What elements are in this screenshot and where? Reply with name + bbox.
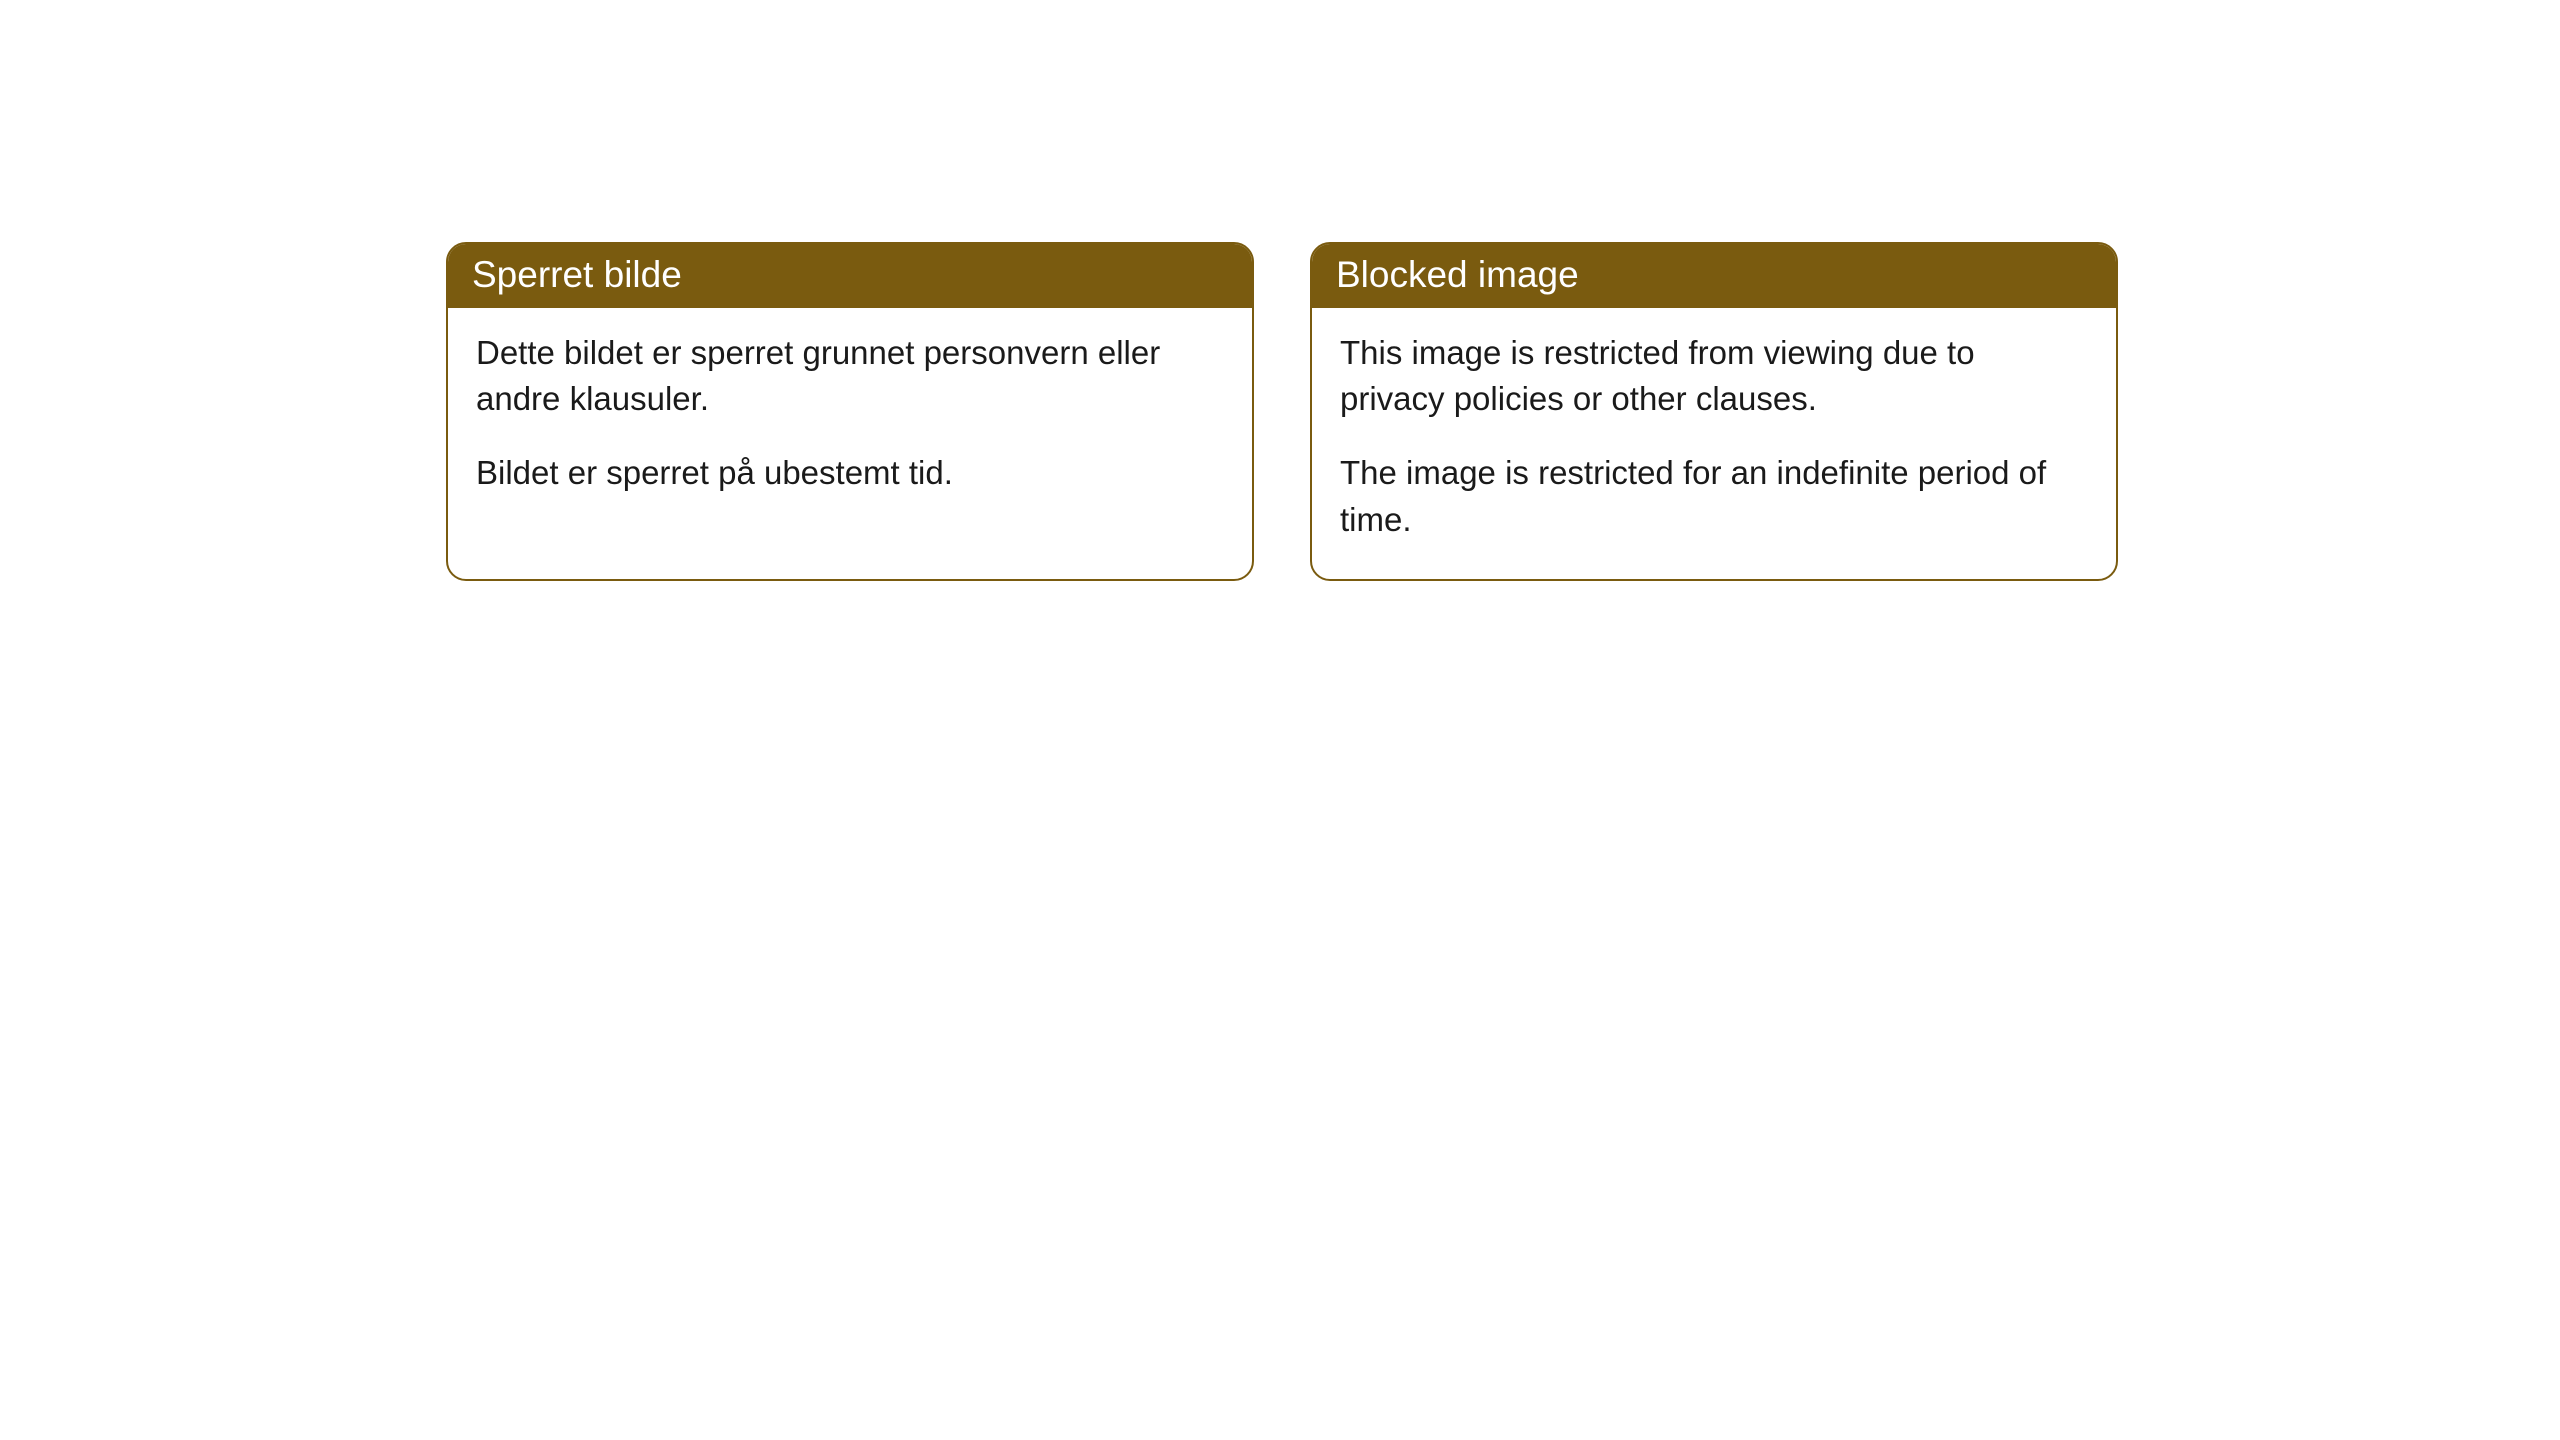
card-norwegian: Sperret bilde Dette bildet er sperret gr…: [446, 242, 1254, 581]
card-text-2: Bildet er sperret på ubestemt tid.: [476, 450, 1224, 496]
card-text-1: Dette bildet er sperret grunnet personve…: [476, 330, 1224, 422]
card-body-norwegian: Dette bildet er sperret grunnet personve…: [448, 308, 1252, 533]
card-text-1: This image is restricted from viewing du…: [1340, 330, 2088, 422]
cards-container: Sperret bilde Dette bildet er sperret gr…: [446, 242, 2118, 581]
card-english: Blocked image This image is restricted f…: [1310, 242, 2118, 581]
card-text-2: The image is restricted for an indefinit…: [1340, 450, 2088, 542]
card-body-english: This image is restricted from viewing du…: [1312, 308, 2116, 579]
card-header-norwegian: Sperret bilde: [448, 244, 1252, 308]
card-header-english: Blocked image: [1312, 244, 2116, 308]
